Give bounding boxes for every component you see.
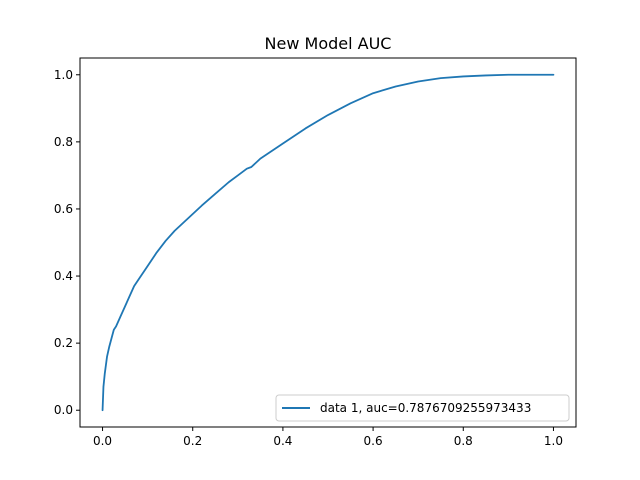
legend-label: data 1, auc=0.7876709255973433	[320, 401, 531, 415]
chart-title: New Model AUC	[265, 34, 392, 53]
y-tick-label: 0.2	[54, 336, 73, 350]
legend: data 1, auc=0.7876709255973433	[275, 394, 570, 422]
plot-area	[101, 73, 555, 412]
x-tick-label: 0.6	[364, 434, 383, 448]
y-tick-label: 0.8	[54, 135, 73, 149]
x-tick-label: 1.0	[544, 434, 563, 448]
x-tick-label: 0.2	[183, 434, 202, 448]
y-tick-label: 0.6	[54, 202, 73, 216]
x-tick-label: 0.4	[273, 434, 292, 448]
axes-frame	[79, 57, 577, 428]
x-tick-label: 0.8	[454, 434, 473, 448]
y-axis: 0.0 0.2 0.4 0.6 0.8 1.0	[54, 68, 80, 417]
x-tick-label: 0.0	[93, 434, 112, 448]
legend-box	[275, 394, 570, 422]
x-axis: 0.0 0.2 0.4 0.6 0.8 1.0	[93, 427, 563, 448]
series-line	[101, 73, 555, 412]
y-tick-label: 0.0	[54, 403, 73, 417]
y-tick-label: 0.4	[54, 269, 73, 283]
y-tick-label: 1.0	[54, 68, 73, 82]
